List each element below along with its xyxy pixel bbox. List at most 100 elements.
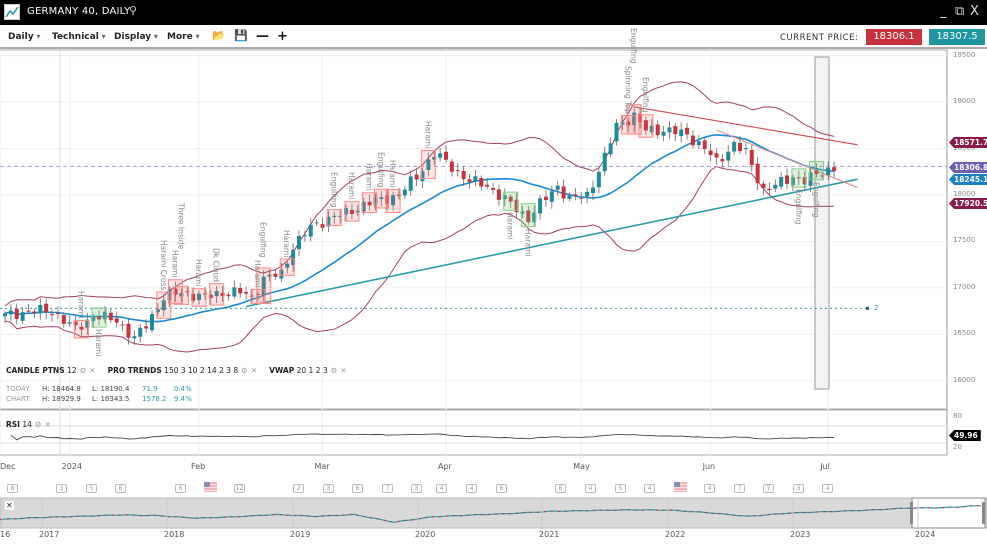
candle-body <box>526 210 531 223</box>
stat-label: TODAY: <box>6 385 32 393</box>
calendar-event-icon[interactable]: 6 <box>352 484 363 493</box>
candle-body <box>291 249 296 266</box>
calendar-event-icon[interactable]: 7 <box>763 484 774 493</box>
stat-change: 1578.2 <box>142 395 167 403</box>
pattern-highlight-box <box>791 168 807 188</box>
candle-body <box>349 209 354 214</box>
candle-body <box>749 149 754 166</box>
calendar-event-icon[interactable]: 8 <box>7 484 18 493</box>
candle-body <box>179 293 184 297</box>
calendar-event-icon[interactable]: 3 <box>323 484 334 493</box>
date-axis-label: Mar <box>314 462 330 471</box>
calendar-event-icon[interactable]: 6 <box>175 484 186 493</box>
candle-body <box>779 177 784 187</box>
candle-body <box>826 167 831 176</box>
candle-body <box>702 140 707 149</box>
gear-icon[interactable]: ⚙ <box>241 366 248 375</box>
candle-body <box>344 208 349 215</box>
sell-price-button[interactable]: 18306.1 <box>866 29 922 45</box>
pattern-highlight-box <box>626 104 642 135</box>
candle-body <box>461 170 466 180</box>
navigator-close-icon[interactable]: ✕ <box>5 501 14 510</box>
calendar-event-icon[interactable]: 3 <box>411 484 422 493</box>
indicator-params: 150 3 10 2 14 2 3 8 <box>164 366 239 375</box>
popout-button[interactable]: ⧉ <box>955 4 965 19</box>
gear-icon[interactable]: ⚙ <box>330 366 338 375</box>
gear-icon[interactable]: ⚙ <box>34 420 42 429</box>
open-folder-icon[interactable]: 📂 <box>212 29 226 42</box>
calendar-event-icon[interactable]: 5 <box>86 484 97 493</box>
candle-body <box>161 300 166 311</box>
save-icon[interactable]: 💾 <box>234 29 248 42</box>
us-flag-event-icon[interactable] <box>204 482 217 492</box>
candle-body <box>591 187 595 194</box>
pattern-highlight-box <box>91 307 107 328</box>
candle-body <box>8 310 13 315</box>
candle-body <box>332 215 337 217</box>
candle-body <box>532 212 537 223</box>
candle-body <box>561 186 566 199</box>
zoom-out-icon[interactable]: — <box>256 29 269 44</box>
timeframe-menu[interactable]: Daily <box>8 32 40 42</box>
calendar-event-icon[interactable]: 5 <box>615 484 626 493</box>
search-icon[interactable]: ⚲ <box>129 4 138 17</box>
calendar-event-icon[interactable]: 4 <box>704 484 715 493</box>
calendar-event-icon[interactable]: 4 <box>822 484 833 493</box>
moving-average-line <box>4 134 835 323</box>
buy-price-button[interactable]: 18307.5 <box>929 29 985 45</box>
technical-menu[interactable]: Technical <box>52 32 106 42</box>
us-flag-event-icon[interactable] <box>674 482 687 492</box>
calendar-event-icon[interactable]: 4 <box>466 484 477 493</box>
candle-body <box>338 215 343 217</box>
calendar-event-icon[interactable]: 7 <box>382 484 393 493</box>
candle-body <box>126 323 131 338</box>
close-icon[interactable]: ✕ <box>44 420 51 429</box>
calendar-event-icon[interactable]: 6 <box>115 484 126 493</box>
calendar-event-icon[interactable]: 12 <box>234 484 245 493</box>
minimize-button[interactable]: _ <box>940 4 947 19</box>
calendar-event-icon[interactable]: 2 <box>293 484 304 493</box>
calendar-event-icon[interactable]: 3 <box>793 484 804 493</box>
date-axis-label: 2024 <box>61 462 83 471</box>
calendar-event-icon[interactable]: 4 <box>585 484 596 493</box>
candle-body <box>279 269 284 279</box>
trendline-resist <box>634 106 858 146</box>
calendar-event-icon[interactable]: 6 <box>496 484 507 493</box>
date-axis-label: Apr <box>438 462 452 471</box>
gear-icon[interactable]: ⚙ <box>79 366 87 375</box>
close-icon[interactable]: ✕ <box>340 366 347 375</box>
calendar-event-icon[interactable]: 4 <box>436 484 447 493</box>
toolbar: Daily Technical Display More 📂 💾 — + CUR… <box>0 25 987 49</box>
candle-body <box>679 129 684 137</box>
more-menu[interactable]: More <box>167 32 200 42</box>
navigator-year-label: 2018 <box>164 530 185 539</box>
candle-body <box>667 127 672 133</box>
close-icon[interactable]: ✕ <box>89 366 96 375</box>
candle-body <box>602 152 607 172</box>
candle-body <box>191 293 196 301</box>
candle-body <box>808 172 813 186</box>
level-marker <box>866 306 869 310</box>
price-tag-current: 18306.8 <box>949 162 987 173</box>
calendar-event-icon[interactable]: 3 <box>56 484 67 493</box>
calendar-event-icon[interactable]: 7 <box>734 484 745 493</box>
calendar-event-icon[interactable]: 6 <box>555 484 566 493</box>
calendar-event-icon[interactable]: 4 <box>644 484 655 493</box>
close-icon[interactable]: ✕ <box>250 366 258 375</box>
zoom-in-icon[interactable]: + <box>277 29 288 44</box>
candle-body <box>85 319 90 328</box>
candle-body <box>67 322 72 324</box>
close-button[interactable]: X <box>970 4 979 19</box>
pattern-label: Harami <box>94 329 104 357</box>
candle-body <box>150 314 154 331</box>
navigator-year-label: 2024 <box>915 530 936 539</box>
candle-body <box>690 135 695 146</box>
candle-body <box>73 321 78 326</box>
candle-body <box>232 287 237 297</box>
candle-body <box>144 326 149 329</box>
display-menu[interactable]: Display <box>114 32 158 42</box>
indicator-params: 12 <box>67 366 77 375</box>
candle-body <box>514 199 519 213</box>
candle-body <box>38 304 43 314</box>
